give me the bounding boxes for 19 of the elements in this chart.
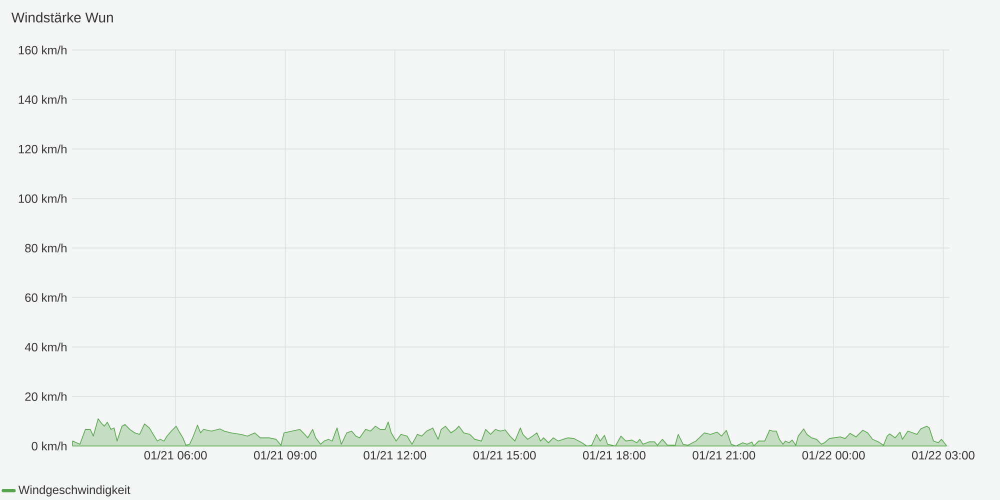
y-tick-label: 120 km/h bbox=[18, 144, 66, 154]
legend-label: Windgeschwindigkeit bbox=[18, 485, 130, 496]
y-tick-label: 100 km/h bbox=[18, 194, 66, 203]
x-tick-label: 01/21 12:00 bbox=[364, 450, 426, 460]
x-tick-label: 01/21 09:00 bbox=[254, 450, 316, 460]
y-tick-label: 20 km/h bbox=[25, 392, 66, 401]
x-tick-label: 01/21 06:00 bbox=[144, 450, 207, 460]
y-tick-label: 40 km/h bbox=[24, 342, 66, 352]
y-tick-label: 140 km/h bbox=[18, 95, 66, 104]
y-tick-label: 60 km/h bbox=[25, 293, 66, 302]
x-tick-label: 01/22 03:00 bbox=[912, 450, 974, 460]
x-tick-label: 01/21 18:00 bbox=[583, 450, 646, 460]
chart-title: Windstärke Wun bbox=[11, 12, 113, 22]
x-tick-label: 01/21 15:00 bbox=[473, 450, 536, 460]
x-tick-label: 01/21 21:00 bbox=[692, 450, 756, 460]
x-tick-label: 01/22 00:00 bbox=[802, 450, 865, 460]
y-tick-label: 160 km/h bbox=[18, 46, 66, 54]
y-tick-label: 80 km/h bbox=[25, 244, 66, 252]
y-tick-label: 0 km/h bbox=[32, 442, 66, 450]
